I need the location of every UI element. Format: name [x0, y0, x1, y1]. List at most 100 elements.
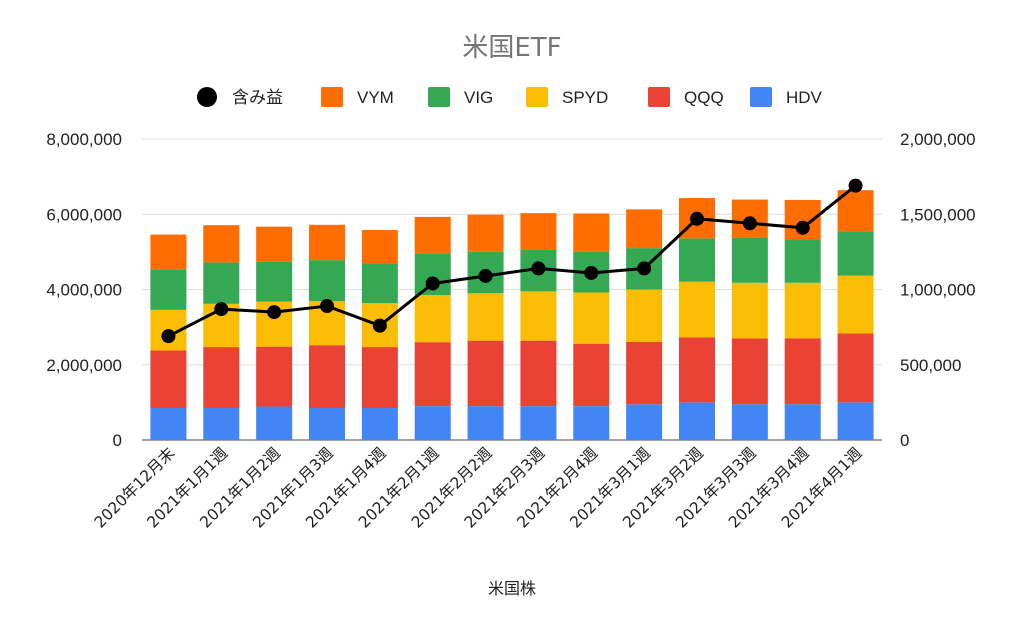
bar-segment-spyd [626, 289, 663, 342]
bar-segment-spyd [414, 295, 451, 343]
bar-segment-vym [309, 224, 345, 261]
y-axis-left: 0 2,000,000 4,000,000 6,000,000 8,000,000 [46, 130, 122, 450]
unrealized-gain-line [161, 178, 863, 344]
y-tick-label-left: 6,000,000 [46, 205, 122, 224]
legend-item: HDV [750, 87, 823, 107]
bar-segment-vig [679, 238, 715, 282]
y-tick-label-right: 500,000 [900, 356, 961, 375]
bar-segment-vym [626, 209, 663, 249]
bar-segment-hdv [731, 404, 768, 440]
bar-segment-vig [150, 269, 187, 310]
line-point [690, 211, 704, 226]
bar-stack [731, 199, 768, 440]
bar-segment-vym [361, 230, 398, 264]
bar-segment-hdv [626, 404, 663, 440]
bar-stack [467, 214, 504, 440]
line-point [742, 216, 757, 231]
x-axis-title: 米国株 [488, 579, 536, 598]
bar-segment-spyd [467, 293, 504, 341]
bar-segment-qqq [520, 340, 557, 407]
y-tick-label-right: 1,500,000 [900, 205, 976, 224]
bar-segment-hdv [414, 406, 451, 440]
bar-segment-spyd [837, 275, 874, 334]
line-point [795, 220, 810, 235]
chart-title: 米国ETF [462, 33, 561, 63]
legend-label: 含み益 [232, 88, 283, 107]
legend-marker-line [197, 87, 217, 107]
legend-item: VIG [428, 87, 493, 107]
bar-segment-vym [573, 213, 610, 252]
legend-swatch [321, 87, 343, 107]
bar-segment-qqq [626, 341, 663, 405]
x-axis: 2020年12月末2021年1月1週2021年1月2週2021年1月3週2021… [91, 444, 866, 531]
legend-label: VYM [357, 88, 394, 107]
bar-stack [626, 209, 663, 440]
bar-stack [256, 226, 293, 440]
bar-segment-hdv [837, 402, 874, 440]
bar-segment-qqq [414, 342, 451, 407]
y-tick-label-right: 0 [900, 431, 909, 450]
line-point [320, 299, 334, 314]
bar-segment-vig [731, 237, 768, 283]
bar-segment-spyd [784, 282, 821, 339]
bar-segment-qqq [309, 345, 345, 409]
line-point [267, 305, 282, 320]
bar-segment-qqq [467, 340, 504, 407]
legend-item: SPYD [526, 87, 608, 107]
grid-lines [142, 138, 882, 441]
legend-label: HDV [786, 88, 823, 107]
y-axis-right: 0 500,000 1,000,000 1,500,000 2,000,000 [900, 130, 976, 450]
bar-segment-vig [361, 263, 398, 304]
legend: 含み益 VYM VIG SPYD QQQ HDV [197, 87, 823, 107]
bar-segment-qqq [361, 347, 398, 409]
line-point [637, 261, 652, 276]
bar-segment-vym [256, 226, 293, 262]
y-tick-label-left: 4,000,000 [46, 281, 122, 300]
line-point [848, 178, 863, 193]
bar-segment-hdv [309, 408, 345, 440]
bar-segment-qqq [679, 337, 715, 403]
bar-segment-vig [256, 261, 293, 302]
line-point [584, 265, 599, 280]
legend-swatch [648, 87, 670, 107]
legend-item: VYM [321, 87, 394, 107]
bar-segment-vym [203, 225, 240, 263]
bar-segment-spyd [573, 292, 610, 344]
bar-segment-qqq [150, 350, 187, 409]
legend-label: SPYD [562, 88, 608, 107]
bar-stack [784, 199, 821, 440]
bar-stack [309, 224, 345, 440]
bar-stack [573, 213, 610, 440]
line-point [161, 329, 176, 344]
bar-segment-vym [414, 216, 451, 254]
bar-segment-hdv [520, 406, 557, 440]
bar-stacks [150, 190, 874, 440]
bar-segment-qqq [256, 346, 293, 407]
line-point [425, 276, 440, 291]
bar-segment-hdv [361, 408, 398, 440]
bar-segment-hdv [203, 408, 240, 440]
bar-segment-spyd [731, 282, 768, 339]
bar-segment-vig [203, 262, 240, 304]
legend-item: QQQ [648, 87, 724, 107]
bar-segment-spyd [520, 291, 557, 341]
line-point [214, 302, 229, 317]
bar-segment-hdv [256, 406, 293, 440]
bar-stack [361, 230, 398, 440]
bar-segment-hdv [150, 408, 187, 440]
bar-stack [414, 216, 451, 440]
line-point [531, 261, 546, 276]
bar-stack [679, 198, 715, 440]
bar-segment-qqq [203, 347, 240, 409]
bar-segment-qqq [837, 333, 874, 403]
y-tick-label-right: 2,000,000 [900, 130, 976, 149]
bar-segment-vym [520, 213, 557, 250]
bar-segment-vig [784, 239, 821, 283]
legend-swatch [526, 87, 548, 107]
legend-label: QQQ [684, 88, 724, 107]
bar-segment-qqq [573, 343, 610, 407]
bar-segment-hdv [573, 406, 610, 440]
legend-swatch [428, 87, 450, 107]
bar-segment-vym [150, 234, 187, 270]
